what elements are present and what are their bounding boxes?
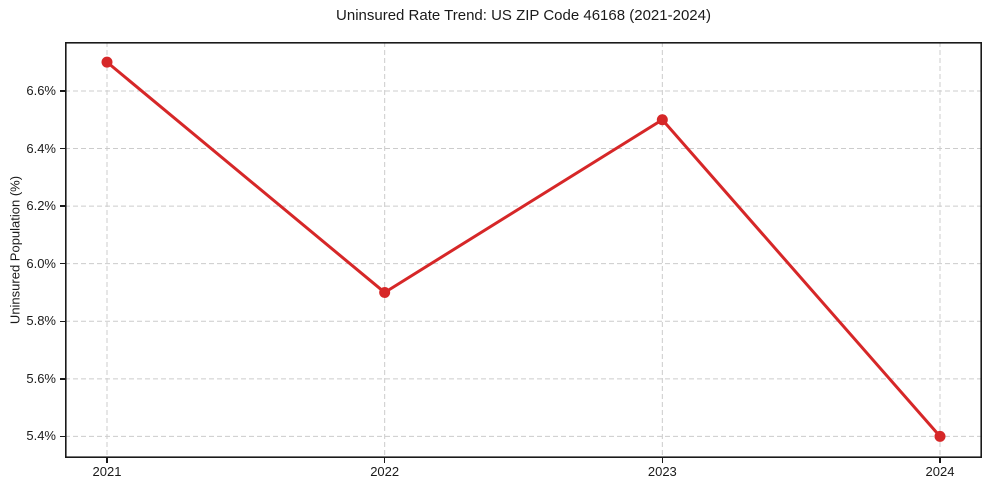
y-tick-mark [60,90,65,92]
x-tick-label: 2023 [647,464,677,479]
y-tick-label: 6.4% [26,140,56,156]
x-tick-mark [939,458,941,463]
x-tick-mark [661,458,664,463]
data-point-marker [656,114,668,126]
y-tick-mark [60,320,65,322]
y-tick-label: 5.8% [26,313,56,329]
y-tick-mark [60,147,65,150]
x-tick-label: 2024 [925,464,955,479]
plot-area [65,42,982,458]
y-tick-label: 6.0% [26,255,56,271]
y-tick-mark [60,205,65,207]
y-tick-label: 5.4% [26,428,56,444]
line-chart-canvas [65,42,982,458]
y-tick-mark [60,435,65,438]
x-tick-mark [383,458,386,463]
data-point-marker [101,56,113,68]
y-tick-mark [60,262,65,265]
plot-border [65,42,982,458]
y-tick-mark [60,378,65,380]
y-tick-label: 6.2% [26,198,56,214]
x-tick-mark [106,458,108,463]
x-tick-label: 2021 [92,464,122,479]
chart-title: Uninsured Rate Trend: US ZIP Code 46168 … [336,7,711,24]
data-point-marker [379,286,391,298]
trend-line [105,60,942,438]
y-tick-label: 6.6% [26,82,56,98]
x-tick-label: 2022 [370,464,400,479]
data-point-marker [934,430,946,442]
y-tick-label: 5.6% [26,370,56,386]
